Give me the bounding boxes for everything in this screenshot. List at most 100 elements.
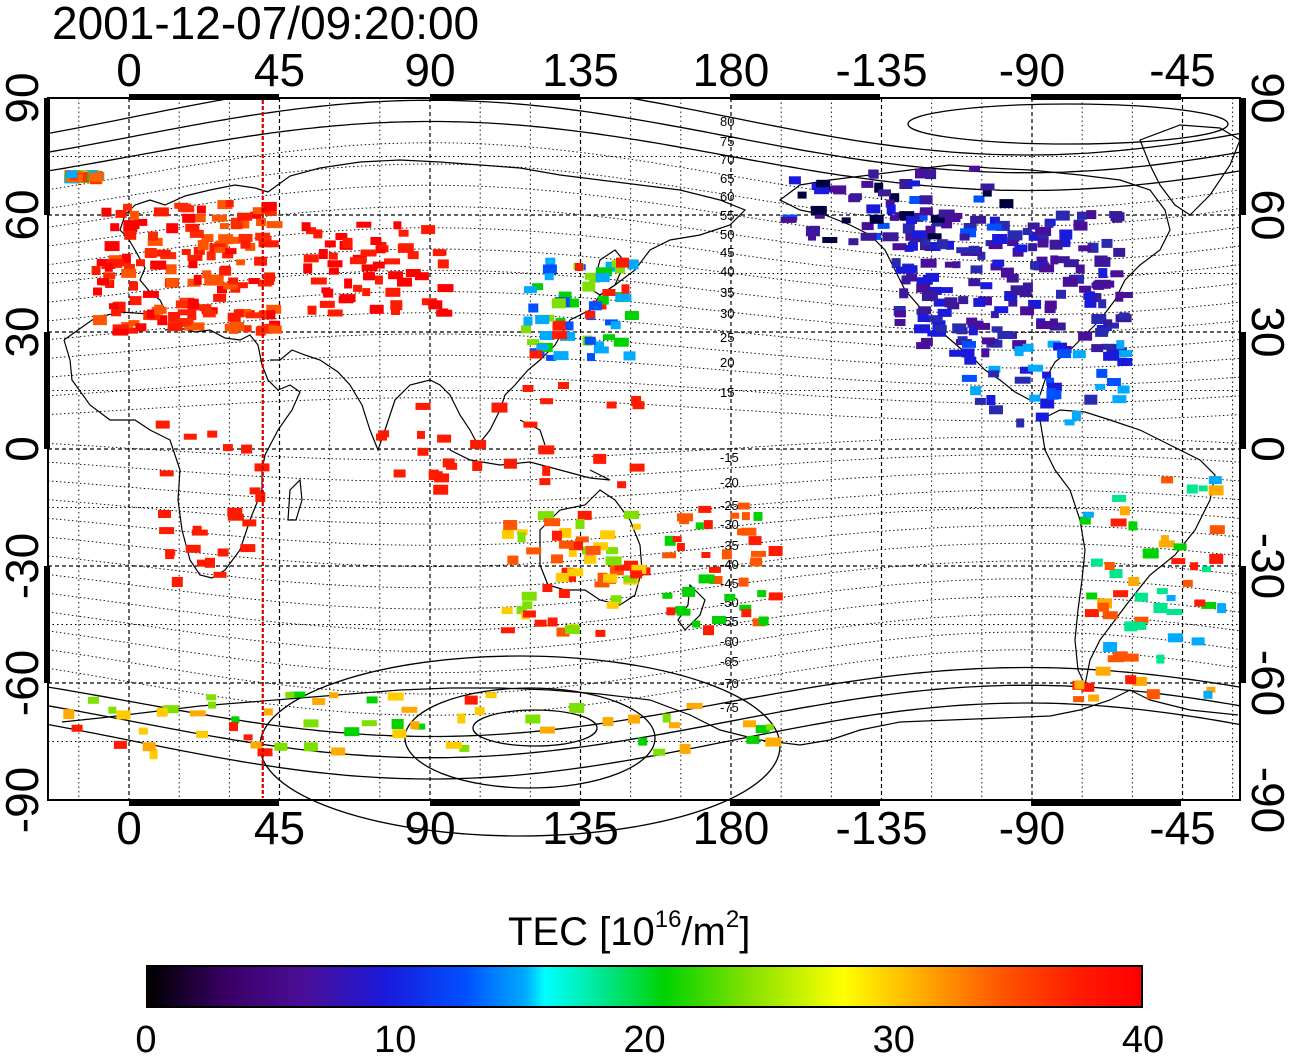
tec-cell (521, 591, 537, 601)
longitude-tick-top: 180 (692, 44, 770, 96)
tec-cell (861, 180, 874, 188)
tec-cell (1156, 588, 1168, 595)
contour-label: 25 (720, 330, 734, 345)
tec-cell (92, 315, 107, 326)
tec-cell (628, 714, 640, 724)
tec-cell (933, 298, 948, 307)
tec-cell (567, 568, 584, 577)
tec-cell (595, 273, 610, 283)
tec-cell (414, 723, 426, 730)
tec-cell (1046, 377, 1055, 385)
tec-cell (1191, 637, 1205, 646)
tec-cell (188, 260, 198, 269)
tec-cell (980, 282, 993, 290)
tec-cell (709, 576, 723, 584)
tec-cell (258, 310, 267, 319)
tec-cell (995, 220, 1010, 231)
tec-cell (178, 318, 194, 326)
tec-cell (582, 281, 596, 292)
longitude-tick-bottom: 0 (116, 802, 142, 854)
tec-cell (753, 511, 763, 521)
tec-cell (1037, 238, 1049, 248)
tec-cell (1081, 682, 1095, 692)
colorbar-label-main: TEC [10 (508, 910, 655, 954)
colorbar (146, 965, 1143, 1008)
map-frame-ticks (44, 94, 1246, 806)
tec-cell (890, 214, 899, 221)
contour-ring (907, 103, 1229, 145)
tec-cell (1078, 245, 1092, 252)
tec-cell (265, 276, 275, 286)
tec-cell (899, 211, 915, 221)
tec-cell (542, 264, 557, 275)
longitude-tick-bottom: -45 (1149, 802, 1216, 854)
frame-tick-bar (1031, 800, 1181, 806)
tec-cell (401, 706, 418, 713)
tec-cell (956, 247, 970, 254)
tec-cell (1095, 666, 1111, 676)
tec-cell (1046, 382, 1062, 391)
frame-tick-bar (430, 800, 580, 806)
tec-cell (129, 210, 139, 220)
tec-cell (1153, 603, 1168, 613)
tec-cell (930, 214, 945, 223)
tec-cell (227, 513, 244, 521)
tec-cell (1063, 259, 1079, 268)
tec-cell (990, 311, 999, 319)
tec-cell (1110, 518, 1127, 527)
tec-cell (909, 235, 923, 243)
latitude-tick-left: 30 (0, 306, 48, 358)
tec-cell (136, 259, 145, 267)
latitude-tick-left: 90 (0, 72, 48, 124)
tec-cell (906, 273, 918, 282)
contour-line (47, 99, 1241, 174)
tec-cell (307, 305, 317, 315)
tec-cell (97, 278, 109, 286)
tec-cell (156, 707, 168, 717)
tec-cell (342, 237, 353, 248)
tec-cell (686, 702, 703, 709)
tec-cell (698, 574, 715, 584)
tec-cell (177, 309, 193, 316)
tec-cell (755, 725, 770, 734)
tec-cell (695, 522, 704, 530)
colorbar-tick: 0 (135, 1019, 157, 1061)
tec-cell (104, 241, 120, 252)
tec-cell (197, 559, 212, 567)
tec-cell (193, 246, 205, 255)
tec-cell (391, 719, 404, 729)
tec-cell (552, 320, 566, 331)
tec-cell (1202, 566, 1211, 573)
tec-cell (374, 275, 383, 285)
latitude-tick-right: 0 (1242, 436, 1292, 462)
tec-cell (1146, 689, 1160, 700)
tec-cell (428, 471, 443, 481)
tec-cell (538, 445, 555, 455)
latitude-tick-right: -90 (1242, 766, 1292, 834)
contour-line (47, 97, 1241, 156)
tec-cell (629, 463, 645, 472)
tec-cell (1119, 350, 1132, 358)
tec-cell (739, 604, 752, 611)
tec-cell (624, 510, 640, 519)
tec-cell (1118, 312, 1130, 320)
tec-cell (692, 620, 701, 628)
tec-cell (676, 608, 691, 616)
tec-cell (1134, 616, 1149, 624)
tec-cell (211, 214, 227, 222)
tec-cell (540, 726, 555, 734)
tec-cell (165, 549, 175, 560)
tec-cell (213, 571, 227, 578)
tec-cell (920, 258, 937, 268)
tec-cell (536, 344, 549, 351)
tec-cell (1098, 268, 1108, 279)
tec-cell (597, 295, 609, 305)
tec-cell (360, 249, 377, 257)
tec-cell (1106, 378, 1121, 386)
tec-cell (569, 703, 585, 713)
tec-cell (1112, 395, 1127, 404)
tec-cell (594, 341, 604, 349)
tec-cell (921, 291, 938, 301)
tec-cell (397, 243, 408, 253)
tec-cell (676, 543, 685, 551)
